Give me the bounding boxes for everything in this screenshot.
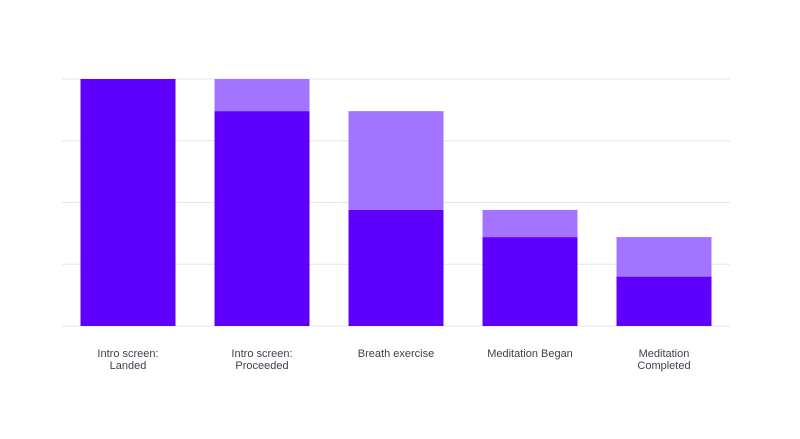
x-tick-label-1: Intro screen: Landed bbox=[97, 348, 158, 372]
x-tick-label-line: Completed bbox=[637, 360, 690, 372]
x-tick-label-line: Proceeded bbox=[235, 360, 288, 372]
x-tick-label-2: Intro screen: Proceeded bbox=[231, 348, 292, 372]
bar-segment-converted-3 bbox=[348, 209, 444, 326]
x-tick-label-line: Breath exercise bbox=[358, 348, 434, 360]
x-tick-label-line: Intro screen: bbox=[231, 348, 292, 360]
x-tick-label-line: Intro screen: bbox=[97, 348, 158, 360]
bar-segment-converted-2 bbox=[214, 111, 310, 326]
bar-segment-dropped-3 bbox=[348, 111, 444, 210]
bars bbox=[80, 79, 712, 326]
x-tick-label-line: Meditation bbox=[639, 348, 690, 360]
x-tick-label-line: Landed bbox=[110, 360, 147, 372]
bar-segment-dropped-2 bbox=[214, 79, 310, 112]
x-tick-label-3: Breath exercise bbox=[358, 348, 434, 360]
bar-segment-converted-4 bbox=[482, 237, 578, 326]
bar-segment-dropped-5 bbox=[616, 237, 712, 277]
bar-segment-dropped-4 bbox=[482, 209, 578, 238]
bar-segment-converted-1 bbox=[80, 79, 176, 326]
x-tick-label-5: Meditation Completed bbox=[637, 348, 690, 372]
x-tick-label-4: Meditation Began bbox=[487, 348, 573, 360]
bar-segment-converted-5 bbox=[616, 276, 712, 326]
x-tick-label-line: Meditation Began bbox=[487, 348, 573, 360]
